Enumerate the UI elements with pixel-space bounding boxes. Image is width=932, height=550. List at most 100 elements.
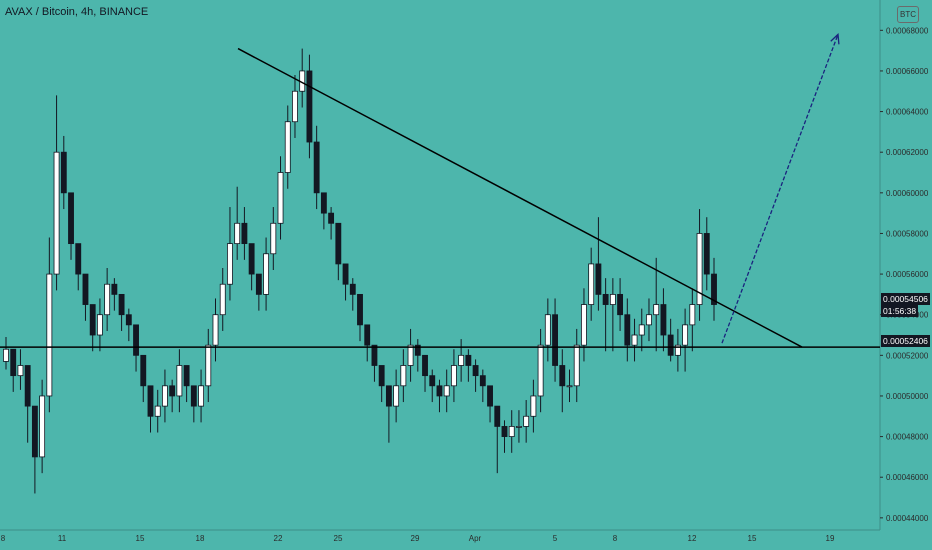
candle-body — [559, 365, 566, 387]
candle-body — [638, 324, 645, 336]
price-axis: 0.00068000 0.00066000 0.00064000 0.00062000… — [879, 0, 929, 530]
candle-body — [472, 365, 479, 377]
candle-body — [10, 348, 17, 377]
candle-body — [646, 314, 652, 326]
candle-body — [227, 243, 233, 285]
candle-body — [711, 273, 717, 305]
price-tick-label: 0.00052000 — [886, 351, 929, 360]
candle-body — [400, 365, 407, 387]
candle-body — [530, 395, 537, 417]
candle-body — [255, 273, 262, 295]
price-tick-label: 0.00066000 — [886, 67, 929, 76]
candle-body — [436, 385, 443, 397]
chart-title: AVAX / Bitcoin, 4h, BINANCE — [5, 6, 149, 18]
bullish-arrow-shaft — [721, 34, 839, 344]
candle-body — [320, 192, 327, 214]
candle-body — [75, 243, 82, 275]
time-tick-label: 19 — [826, 534, 835, 543]
candle-body — [147, 385, 154, 417]
time-tick-label: 25 — [334, 534, 343, 543]
candle-body — [479, 375, 486, 387]
time-tick-label: 29 — [411, 534, 420, 543]
time-tick-label: 5 — [553, 534, 558, 543]
time-tick-label: 15 — [136, 534, 145, 543]
candle-body — [162, 385, 168, 407]
candle-body — [306, 70, 313, 143]
time-tick-label: 12 — [688, 534, 697, 543]
candle-body — [617, 293, 624, 316]
candle-body — [573, 344, 580, 387]
candle-body — [89, 304, 96, 336]
candle-body — [82, 273, 89, 305]
candle-body — [17, 365, 24, 377]
candle-body — [335, 222, 342, 265]
currency-badge[interactable]: BTC — [897, 6, 919, 23]
candle-body — [125, 314, 132, 326]
candle-body — [371, 344, 378, 366]
candle-body — [104, 283, 111, 316]
time-tick-label: 8 — [613, 534, 618, 543]
candle-body — [487, 385, 493, 407]
candle-body — [385, 385, 392, 407]
candle-body — [39, 395, 46, 458]
price-tick-label: 0.00064000 — [886, 108, 929, 117]
time-tick-label: 8 — [1, 534, 6, 543]
candle-body — [588, 263, 595, 305]
candle-body — [212, 314, 219, 346]
candle-body — [566, 385, 573, 388]
candle-body — [631, 334, 638, 346]
candle-body — [609, 293, 616, 305]
candle-body — [68, 192, 74, 245]
candle-body — [46, 273, 53, 397]
candle-body — [537, 344, 544, 397]
candle-body — [313, 141, 320, 194]
support-price-label: 0.00052406 — [881, 335, 930, 347]
candle-body — [198, 385, 204, 407]
candle-body — [378, 365, 385, 387]
candle-body — [696, 233, 703, 305]
candle-body — [393, 385, 400, 407]
candle-body — [183, 365, 190, 387]
candle-body — [284, 121, 291, 173]
time-tick-label: Apr — [469, 534, 482, 543]
candle-body — [270, 222, 277, 255]
time-tick-label: 15 — [748, 534, 757, 543]
candle-body — [703, 233, 710, 275]
candle-body — [653, 304, 660, 316]
candle-body — [3, 348, 9, 362]
time-tick-label: 11 — [58, 534, 67, 543]
candle-body — [523, 415, 530, 427]
price-tick-label: 0.00050000 — [886, 392, 929, 401]
candle-body — [277, 172, 284, 224]
candles — [3, 48, 717, 494]
candle-body — [667, 334, 674, 356]
candle-body — [414, 344, 421, 356]
price-tick-label: 0.00060000 — [886, 189, 929, 198]
price-tick-label: 0.00058000 — [886, 229, 929, 238]
candle-body — [241, 222, 248, 245]
candle-body — [60, 151, 67, 194]
candle-body — [364, 324, 371, 346]
candle-body — [595, 263, 602, 295]
candle-body — [682, 324, 689, 346]
candle-body — [140, 354, 147, 387]
candle-body — [234, 222, 241, 245]
candle-body — [169, 385, 176, 397]
candle-body — [31, 405, 38, 458]
candle-body — [674, 344, 681, 356]
candle-body — [624, 314, 631, 346]
candle-body — [328, 212, 335, 224]
candle-body — [53, 151, 60, 275]
price-tick-label: 0.00046000 — [886, 473, 929, 482]
candle-body — [205, 344, 212, 387]
candle-body — [494, 405, 501, 427]
price-tick-label: 0.00056000 — [886, 270, 929, 279]
candle-body — [357, 293, 363, 326]
time-tick-label: 18 — [196, 534, 205, 543]
candle-body — [458, 354, 465, 366]
countdown-label: 01:56:38 — [881, 305, 919, 317]
candle-body — [176, 365, 183, 397]
candle-body — [689, 304, 696, 326]
candle-body — [660, 304, 667, 336]
